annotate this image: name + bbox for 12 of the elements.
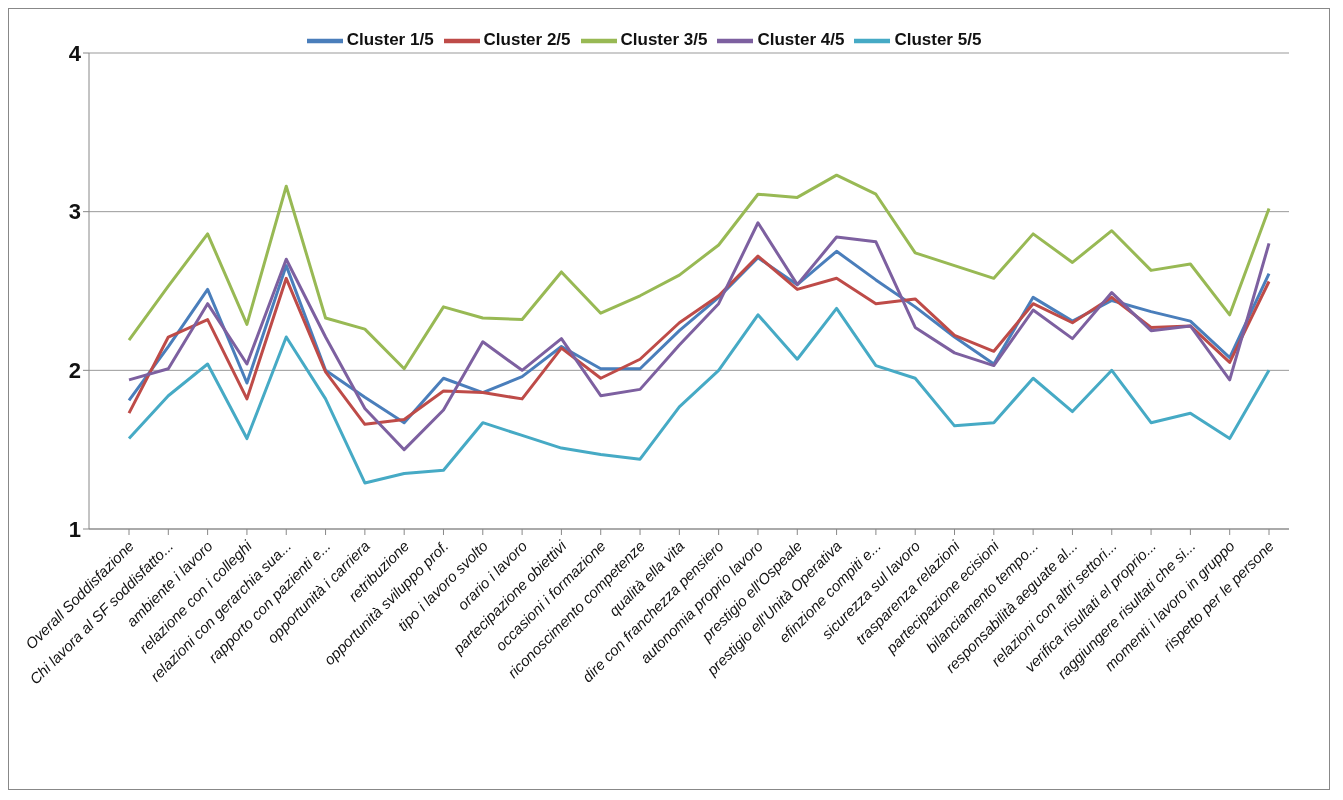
line-series [127, 173, 1271, 371]
legend-label: Cluster 4/5 [757, 30, 845, 50]
y-tick-label: 4 [68, 40, 82, 66]
legend-label: Cluster 1/5 [346, 30, 434, 50]
y-tick-label: 2 [68, 358, 81, 384]
legend-label: Cluster 2/5 [483, 30, 571, 50]
legend-label: Cluster 3/5 [620, 30, 708, 50]
y-tick-label: 3 [68, 199, 81, 225]
line-series [127, 306, 1271, 485]
y-tick-label: 1 [68, 516, 81, 542]
legend-label: Cluster 5/5 [894, 30, 982, 50]
line-series [127, 221, 1271, 452]
